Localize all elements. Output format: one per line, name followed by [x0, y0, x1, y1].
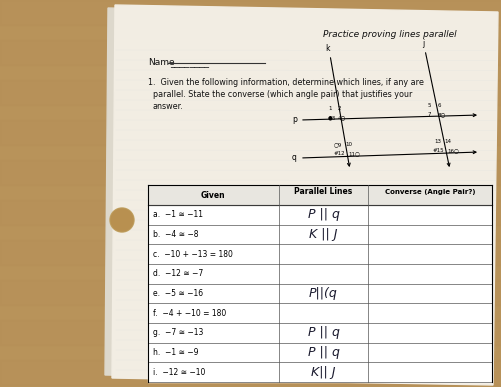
- Text: 1.  Given the following information, determine which lines, if any are: 1. Given the following information, dete…: [148, 78, 423, 87]
- Text: 14: 14: [443, 139, 450, 144]
- Text: e.  −5 ≅ −16: e. −5 ≅ −16: [153, 289, 203, 298]
- Text: ●3: ●3: [327, 115, 336, 120]
- Text: 7: 7: [427, 112, 431, 117]
- Text: Given: Given: [200, 190, 225, 200]
- Text: d.  −12 ≅ −7: d. −12 ≅ −7: [153, 269, 203, 278]
- Text: h.  −1 ≅ −9: h. −1 ≅ −9: [153, 348, 198, 357]
- Text: answer.: answer.: [153, 102, 183, 111]
- Text: 6: 6: [437, 103, 440, 108]
- Circle shape: [111, 209, 133, 231]
- Text: Practice proving lines parallel: Practice proving lines parallel: [323, 30, 456, 39]
- Bar: [148, 185, 491, 205]
- Text: k: k: [325, 44, 330, 53]
- Text: P || q: P || q: [307, 208, 339, 221]
- Text: K|| J: K|| J: [311, 366, 335, 378]
- Text: #12: #12: [333, 151, 345, 156]
- Text: j: j: [421, 39, 423, 48]
- Polygon shape: [112, 5, 497, 385]
- Text: b.  −4 ≅ −8: b. −4 ≅ −8: [153, 230, 198, 239]
- Bar: [0, 160, 501, 185]
- Bar: [0, 240, 501, 265]
- Text: Converse (Angle Pair?): Converse (Angle Pair?): [384, 189, 474, 195]
- Text: Parallel Lines: Parallel Lines: [294, 187, 352, 197]
- Text: 1: 1: [327, 106, 331, 111]
- Text: ________: ________: [170, 58, 208, 68]
- Text: p: p: [292, 115, 297, 125]
- Text: 13: 13: [433, 139, 440, 144]
- Bar: [0, 320, 501, 345]
- Text: P || q: P || q: [307, 346, 339, 359]
- Text: #15: #15: [432, 148, 444, 153]
- Bar: [0, 360, 501, 385]
- Text: 16○: 16○: [446, 148, 458, 153]
- Text: f.  −4 + −10 = 180: f. −4 + −10 = 180: [153, 309, 226, 318]
- Text: 2: 2: [337, 106, 341, 111]
- Polygon shape: [105, 8, 494, 382]
- Text: a.  −1 ≅ −11: a. −1 ≅ −11: [153, 210, 202, 219]
- Bar: [0, 40, 501, 65]
- Bar: [0, 0, 501, 25]
- Bar: [148, 185, 491, 382]
- Bar: [0, 280, 501, 305]
- Text: K || J: K || J: [309, 228, 337, 241]
- Text: 10: 10: [344, 142, 351, 147]
- Text: 4○: 4○: [337, 115, 346, 120]
- Text: c.  −10 + −13 = 180: c. −10 + −13 = 180: [153, 250, 232, 259]
- Bar: [0, 120, 501, 145]
- Text: P||(q: P||(q: [309, 287, 337, 300]
- Text: P || q: P || q: [307, 326, 339, 339]
- Text: 11○: 11○: [347, 151, 359, 156]
- Text: i.  −12 ≅ −10: i. −12 ≅ −10: [153, 368, 205, 377]
- Text: ○9: ○9: [333, 142, 342, 147]
- Text: g.  −7 ≅ −13: g. −7 ≅ −13: [153, 328, 203, 337]
- Bar: [0, 200, 501, 225]
- Text: 8○: 8○: [437, 112, 445, 117]
- Text: Name: Name: [148, 58, 174, 67]
- Text: parallel. State the converse (which angle pair) that justifies your: parallel. State the converse (which angl…: [153, 90, 411, 99]
- Circle shape: [110, 208, 134, 232]
- Bar: [0, 80, 501, 105]
- Text: 5: 5: [427, 103, 431, 108]
- Text: q: q: [292, 152, 297, 161]
